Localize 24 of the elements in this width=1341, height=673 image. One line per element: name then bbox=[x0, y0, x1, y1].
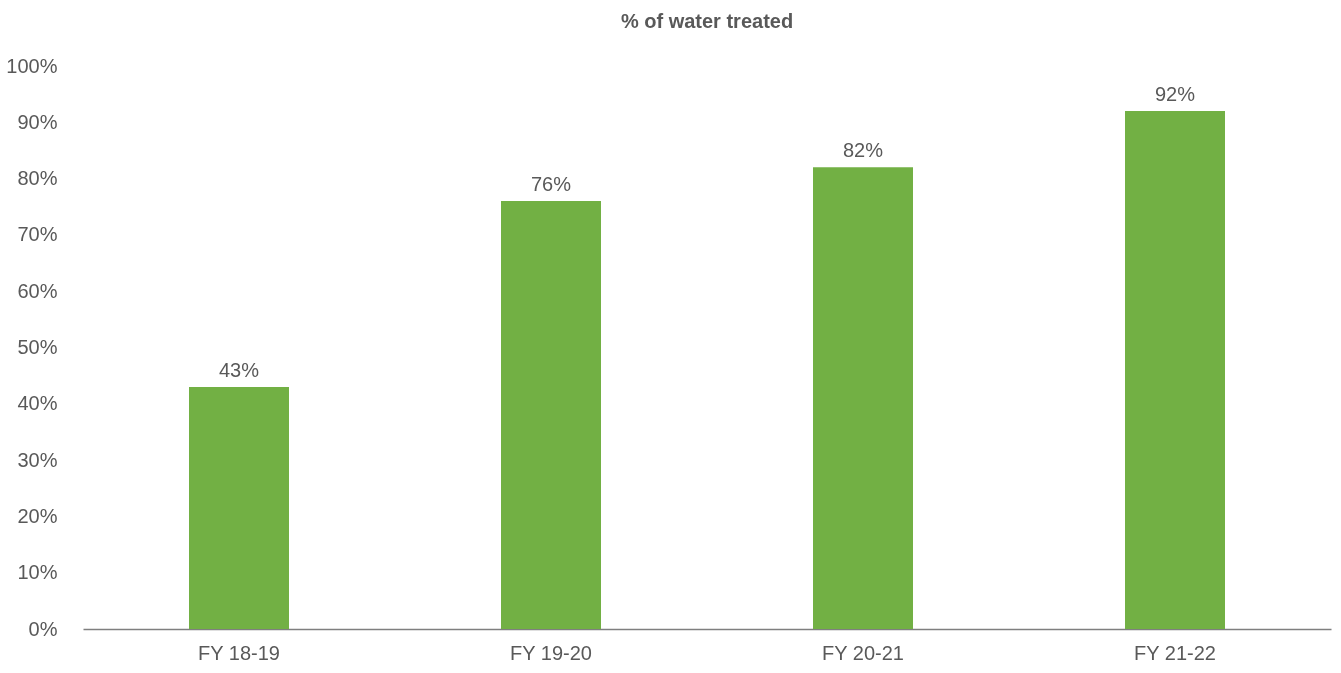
y-tick-label: 70% bbox=[17, 223, 58, 246]
data-label: 82% bbox=[842, 139, 884, 162]
x-tick-label: FY 21-22 bbox=[1134, 641, 1216, 664]
y-tick-label: 20% bbox=[17, 504, 58, 527]
y-tick-label: 10% bbox=[17, 561, 58, 584]
chart-title: % of water treated bbox=[620, 10, 794, 32]
x-tick-label: FY 18-19 bbox=[198, 641, 280, 664]
bar bbox=[501, 201, 601, 629]
bar bbox=[813, 167, 913, 629]
y-tick-label: 40% bbox=[17, 392, 58, 415]
bar bbox=[1125, 111, 1225, 629]
y-tick-label: 60% bbox=[17, 279, 58, 302]
y-tick-label: 80% bbox=[17, 167, 58, 190]
data-label: 92% bbox=[1154, 83, 1196, 106]
x-tick-label: FY 20-21 bbox=[822, 641, 904, 664]
y-tick-label: 100% bbox=[6, 54, 58, 77]
data-label: 76% bbox=[530, 173, 572, 196]
y-tick-label: 90% bbox=[17, 110, 58, 133]
y-tick-label: 50% bbox=[17, 336, 58, 358]
bar bbox=[189, 386, 289, 629]
data-label: 43% bbox=[218, 358, 260, 381]
y-tick-label: 30% bbox=[17, 448, 58, 471]
y-tick-label: 0% bbox=[28, 617, 58, 640]
x-tick-label: FY 19-20 bbox=[510, 641, 592, 664]
